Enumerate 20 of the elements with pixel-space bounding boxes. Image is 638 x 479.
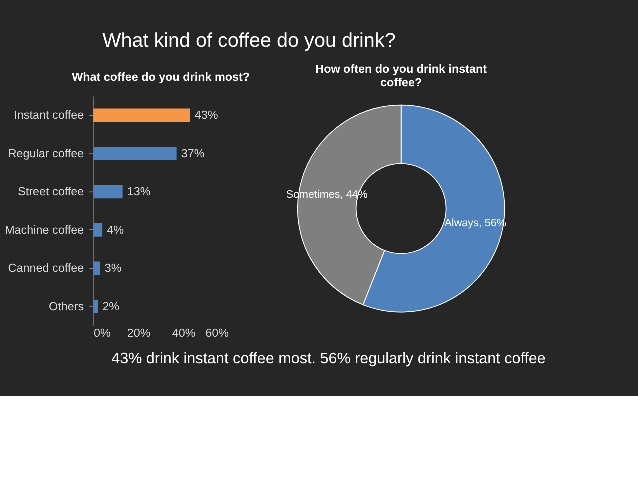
x-tick-label: 60%	[206, 327, 230, 340]
chart-title: What coffee do you drink most?	[72, 71, 250, 84]
y-tick-label: Instant coffee	[14, 109, 84, 122]
data-label: 37%	[181, 147, 205, 160]
y-tick-label: Canned coffee	[8, 262, 84, 276]
data-label: 2%	[102, 300, 120, 314]
data-label: 43%	[194, 109, 218, 122]
x-tick-label: 40%	[172, 327, 196, 340]
data-label: 13%	[127, 186, 151, 199]
chart-title: How often do you drink instant coffee?	[316, 62, 488, 90]
data-label: 4%	[107, 224, 124, 237]
data-label: 3%	[104, 262, 122, 276]
text: What kind of coffee do you drink?	[102, 30, 396, 52]
y-tick-label: Machine coffee	[5, 224, 84, 237]
text: 43% drink instant coffee most. 56% regularly drink instant coffee	[112, 350, 546, 368]
y-tick-label: Regular coffee	[8, 147, 84, 160]
x-tick-label: 20%	[127, 327, 151, 340]
y-tick-label: Others	[49, 300, 84, 314]
y-tick-label: Street coffee	[18, 186, 84, 199]
x-tick-label: 0%	[94, 327, 111, 340]
